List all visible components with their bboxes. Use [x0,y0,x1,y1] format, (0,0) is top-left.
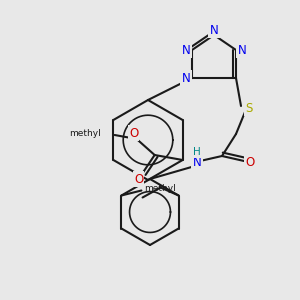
Text: N: N [238,44,246,56]
Text: N: N [210,23,218,37]
Text: H: H [193,147,201,157]
Text: O: O [134,172,143,185]
Text: methyl: methyl [144,184,176,193]
Text: N: N [193,155,201,169]
Text: N: N [182,71,190,85]
Text: S: S [245,101,253,115]
Text: O: O [245,157,255,169]
Text: N: N [182,44,190,56]
Text: methyl: methyl [69,128,100,137]
Text: O: O [129,127,138,140]
